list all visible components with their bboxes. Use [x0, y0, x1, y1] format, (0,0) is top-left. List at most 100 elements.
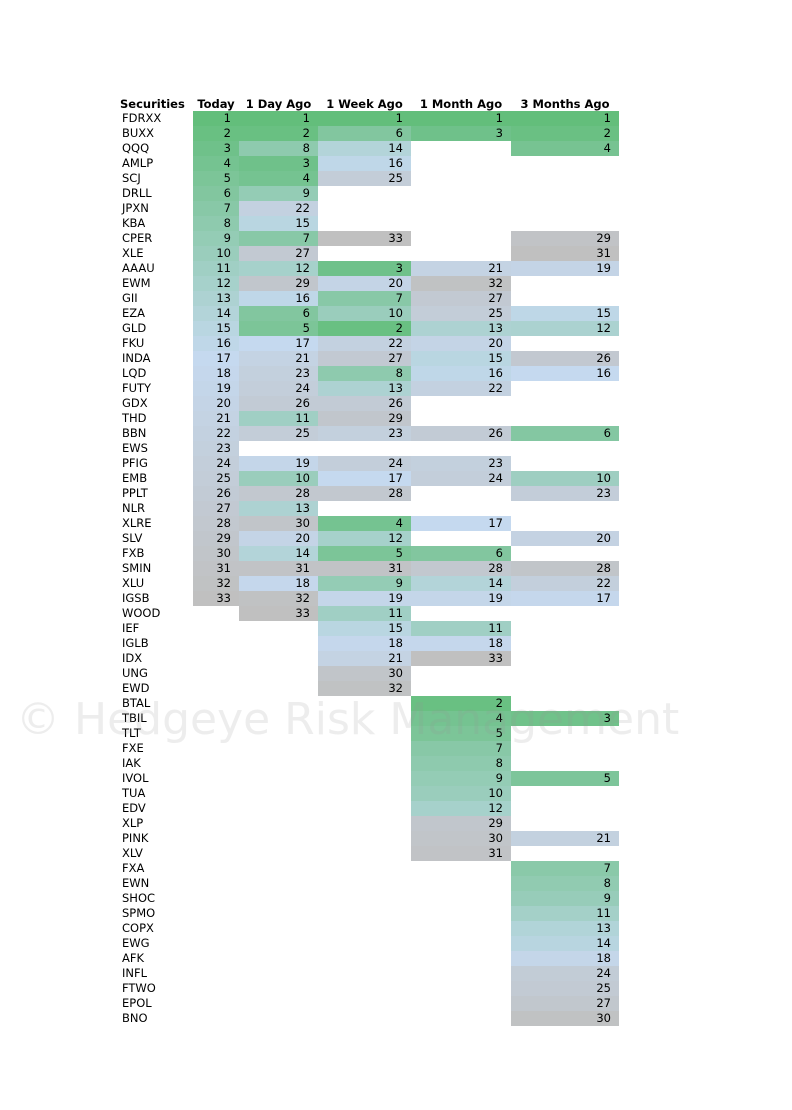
rank-cell: 3: [239, 156, 318, 171]
rank-cell: 4: [411, 711, 511, 726]
rank-cell: [411, 996, 511, 1011]
rank-cell: [411, 396, 511, 411]
rank-cell: [318, 921, 411, 936]
security-name: TLT: [122, 726, 141, 740]
table-row: FXA 7: [118, 861, 619, 876]
table-row: LQD 18 23 8 16 16: [118, 366, 619, 381]
rank-cell: [239, 846, 318, 861]
security-name: IDX: [122, 651, 143, 665]
rank-cell: [318, 846, 411, 861]
table-row: IDX 21 33: [118, 651, 619, 666]
rank-cell: 26: [511, 351, 619, 366]
table-header: Securities Today 1 Day Ago 1 Week Ago 1 …: [118, 95, 619, 111]
table-row: XLV 31: [118, 846, 619, 861]
rank-cell: [193, 636, 239, 651]
security-name: IGLB: [122, 636, 149, 650]
rank-cell: 22: [193, 426, 239, 441]
rank-cell: 5: [511, 771, 619, 786]
rank-cell: [318, 906, 411, 921]
rank-cell: 13: [193, 291, 239, 306]
security-name: AAAU: [122, 261, 155, 275]
rank-cell: [193, 861, 239, 876]
rank-cell: 22: [511, 576, 619, 591]
security-name: UNG: [122, 666, 148, 680]
rank-cell: 10: [239, 471, 318, 486]
rank-cell: [239, 756, 318, 771]
rank-cell: 12: [239, 261, 318, 276]
security-name: CPER: [122, 231, 153, 245]
security-name: IEF: [122, 621, 140, 635]
table-row: EWG 14: [118, 936, 619, 951]
rank-cell: 10: [193, 246, 239, 261]
rank-cell: 12: [511, 321, 619, 336]
rank-cell: 23: [411, 456, 511, 471]
rank-cell: 15: [318, 621, 411, 636]
rank-cell: 21: [193, 411, 239, 426]
rank-cell: [193, 771, 239, 786]
rank-cell: [239, 981, 318, 996]
security-name: SLV: [122, 531, 143, 545]
rank-cell: 25: [411, 306, 511, 321]
rank-cell: [318, 801, 411, 816]
rank-cell: [511, 441, 619, 456]
rank-cell: 3: [318, 261, 411, 276]
table-row: XLP 29: [118, 816, 619, 831]
rank-cell: 11: [239, 411, 318, 426]
rank-cell: 18: [511, 951, 619, 966]
rank-cell: [511, 606, 619, 621]
table-row: WOOD 33 11: [118, 606, 619, 621]
rank-cell: 19: [239, 456, 318, 471]
rank-cell: [318, 816, 411, 831]
rank-cell: [511, 171, 619, 186]
rank-cell: [239, 681, 318, 696]
table-row: KBA 8 15: [118, 216, 619, 231]
rank-cell: 21: [239, 351, 318, 366]
rank-cell: [239, 921, 318, 936]
rank-cell: 5: [411, 726, 511, 741]
rank-cell: [411, 246, 511, 261]
rank-cell: [411, 606, 511, 621]
table-row: AMLP 4 3 16: [118, 156, 619, 171]
table-row: SHOC 9: [118, 891, 619, 906]
table-row: COPX 13: [118, 921, 619, 936]
security-name: EDV: [122, 801, 146, 815]
security-name: EWD: [122, 681, 150, 695]
rank-cell: [318, 891, 411, 906]
table-row: IVOL 9 5: [118, 771, 619, 786]
rank-cell: [511, 816, 619, 831]
rank-cell: [239, 816, 318, 831]
rank-cell: 10: [511, 471, 619, 486]
table-row: PFIG 24 19 24 23: [118, 456, 619, 471]
security-name: WOOD: [122, 606, 161, 620]
rank-cell: [318, 696, 411, 711]
table-row: EZA 14 6 10 25 15: [118, 306, 619, 321]
security-name: IVOL: [122, 771, 149, 785]
rank-cell: 30: [511, 1011, 619, 1026]
rank-cell: [239, 966, 318, 981]
security-name: EWG: [122, 936, 150, 950]
security-name: FDRXX: [122, 111, 162, 125]
rank-cell: 30: [193, 546, 239, 561]
rank-cell: [239, 711, 318, 726]
rank-cell: [239, 771, 318, 786]
rank-cell: [193, 756, 239, 771]
table-row: XLRE 28 30 4 17: [118, 516, 619, 531]
security-name: FXB: [122, 546, 145, 560]
rank-cell: [193, 831, 239, 846]
rank-cell: 21: [411, 261, 511, 276]
rank-cell: [511, 396, 619, 411]
rank-cell: [511, 336, 619, 351]
rank-cell: 26: [318, 396, 411, 411]
rank-cell: 12: [411, 801, 511, 816]
rank-cell: [239, 891, 318, 906]
table-row: EPOL 27: [118, 996, 619, 1011]
rank-cell: [239, 876, 318, 891]
rank-cell: [318, 501, 411, 516]
security-name: BTAL: [122, 696, 151, 710]
rank-cell: 25: [193, 471, 239, 486]
table-row: IGSB 33 32 19 19 17: [118, 591, 619, 606]
rankings-table: Securities Today 1 Day Ago 1 Week Ago 1 …: [118, 95, 619, 1026]
security-name: JPXN: [122, 201, 149, 215]
rank-cell: 29: [511, 231, 619, 246]
rank-cell: [239, 861, 318, 876]
